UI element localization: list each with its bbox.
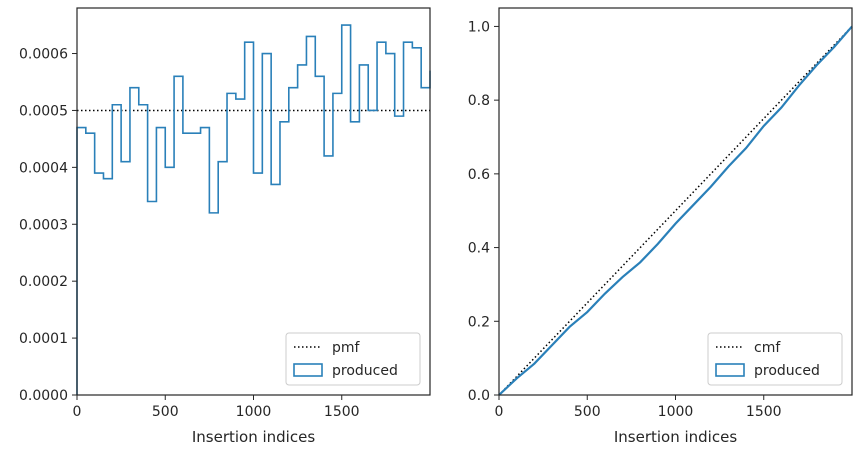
chart-1-xtick-label: 0 (73, 404, 82, 420)
chart-2-ytick-label: 1.0 (468, 19, 490, 35)
chart-2-ytick-label: 0.6 (468, 167, 490, 183)
chart-2-legend-cmf-label: cmf (754, 340, 781, 356)
chart-1-ytick-label: 0.0000 (19, 388, 68, 404)
plot-area (76, 24, 431, 395)
chart-2-xlabel: Insertion indices (614, 428, 737, 446)
plot-area (498, 25, 853, 396)
chart-2-series-produced-line (498, 25, 853, 396)
chart-2-ytick-label: 0.4 (468, 241, 490, 257)
chart-2-ytick-label: 0.8 (468, 93, 490, 109)
chart-1-ytick-label: 0.0003 (19, 217, 68, 233)
chart-2-series-cmf-line (498, 25, 853, 396)
chart-2-xtick-label: 1000 (658, 404, 694, 420)
chart-2-ytick-label: 0.0 (468, 388, 490, 404)
chart-1-ytick-label: 0.0004 (19, 160, 68, 176)
chart-1-legend-produced-label: produced (332, 363, 398, 379)
chart-2-legend-box (707, 332, 843, 386)
chart-2-xtick-label: 0 (495, 404, 504, 420)
chart-1-legend-pmf-label: pmf (332, 340, 361, 356)
chart-2-legend-produced-swatch (715, 363, 745, 377)
chart-2-legend-produced-label: produced (754, 363, 820, 379)
chart-2-xtick-label: 500 (574, 404, 601, 420)
chart-1-legend: pmf produced (285, 332, 421, 386)
chart-right-cmf: 0 500 1000 1500 0.0 0.2 0.4 0.6 0.8 1.0 Insertion … (468, 7, 853, 446)
chart-1-legend-produced-swatch (293, 363, 323, 377)
chart-left-pmf: 0 500 1000 1500 0.0000 0.0001 0.0002 0.0003 0.00… (19, 7, 431, 446)
chart-1-xtick-label: 500 (152, 404, 179, 420)
chart-1-ytick-label: 0.0006 (19, 47, 68, 63)
chart-2-xtick-label: 1500 (746, 404, 782, 420)
chart-2-legend: cmf produced (707, 332, 843, 386)
chart-1-xtick-label: 1000 (236, 404, 272, 420)
chart-1-ytick-label: 0.0005 (19, 103, 68, 119)
chart-2-ytick-label: 0.2 (468, 314, 490, 330)
chart-1-ytick-label: 0.0002 (19, 274, 68, 290)
chart-1-xlabel: Insertion indices (192, 428, 315, 446)
chart-1-xtick-label: 1500 (324, 404, 360, 420)
chart-1-legend-box (285, 332, 421, 386)
chart-1-ytick-label: 0.0001 (19, 331, 68, 347)
chart-1-series-produced-line (76, 24, 431, 395)
